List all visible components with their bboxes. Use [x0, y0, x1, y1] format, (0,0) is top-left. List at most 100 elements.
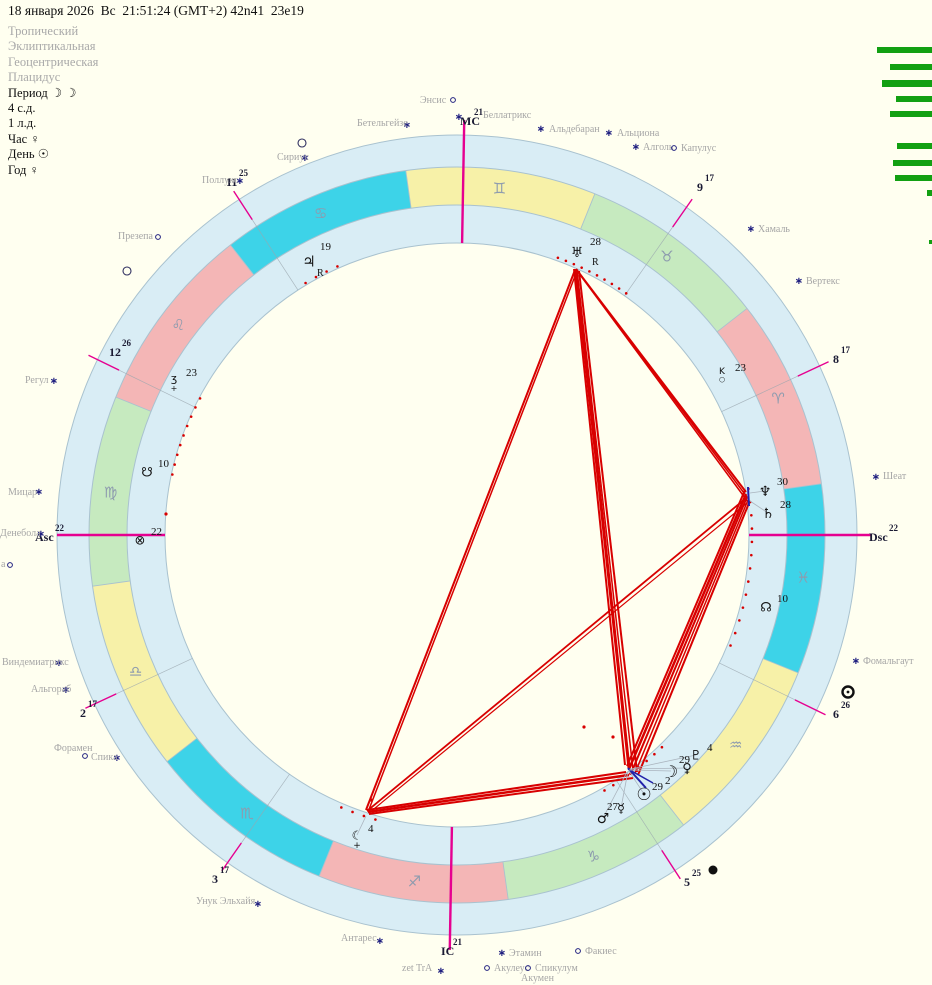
planet-uranus[interactable]: ♅: [571, 245, 584, 261]
aspect-line: [627, 493, 748, 770]
fixed-star-label: Альдебаран: [549, 124, 600, 135]
planet-fortuna[interactable]: ⊗: [135, 534, 146, 549]
planet-glyph-venus[interactable]: ♀: [682, 762, 692, 777]
house-degree-2: 17: [88, 699, 98, 709]
fixed-star-label: Поллукс: [202, 175, 239, 186]
house-degree-12: 26: [122, 338, 132, 348]
fixed-star-label: Спика: [91, 752, 118, 763]
fixed-star-label: а: [1, 559, 6, 570]
planet-mercury[interactable]: ☿: [617, 802, 625, 817]
sign-boundary: [92, 580, 131, 587]
degree-dot: [325, 270, 328, 273]
legend-bar: [890, 64, 932, 70]
planet-glyph-north-node[interactable]: ☊: [760, 601, 772, 616]
fixed-star-label: Акулеус: [494, 963, 530, 974]
degree-dot: [171, 473, 174, 476]
degree-dot: [747, 580, 750, 583]
planet-pluto[interactable]: ♇: [690, 749, 702, 764]
deepsky-object-icon: [297, 138, 307, 148]
degree-dot: [194, 406, 197, 409]
planet-glyph-saturn[interactable]: ♄: [762, 506, 775, 522]
planet-sun[interactable]: ☉: [636, 785, 651, 805]
legend-bar: [877, 47, 932, 53]
house-label-3: 3: [212, 872, 218, 886]
setting-line: Эклиптикальная: [8, 39, 96, 54]
period-line: День ☉: [8, 147, 49, 162]
planet-glyph-south-node[interactable]: ☋: [141, 466, 153, 481]
sign-boundary: [716, 308, 748, 333]
planet-venus[interactable]: ♀: [682, 762, 692, 777]
sign-boundary: [502, 861, 509, 900]
planet-saturn[interactable]: ♄: [762, 506, 775, 522]
fixed-star-label: Бетельгейзе: [357, 118, 408, 129]
planet-glyph-chiron[interactable]: K: [719, 367, 726, 377]
planet-glyph-mercury[interactable]: ☿: [617, 802, 625, 817]
aspect-line-blue: [747, 486, 750, 507]
planet-neptune[interactable]: ♆: [759, 484, 772, 500]
star-icon: ∗: [795, 276, 803, 287]
planet-glyph2-lilith: +: [353, 841, 361, 851]
planet-glyph-pluto[interactable]: ♇: [690, 749, 702, 764]
house-cusp-tick: [221, 842, 242, 872]
degree-dot: [741, 606, 745, 609]
aspect-line: [626, 489, 746, 767]
nebula-icon: [671, 145, 677, 151]
planet-pointer: [602, 771, 628, 819]
planet-glyph-fortuna[interactable]: ⊗: [135, 534, 146, 549]
degree-dot: [182, 434, 185, 437]
planet-glyph-jupiter[interactable]: ♃: [302, 252, 315, 270]
planet-glyph-sun[interactable]: ☉: [636, 785, 651, 805]
aspect-line: [577, 271, 749, 503]
planet-south-node[interactable]: ☋: [141, 466, 153, 481]
fixed-star-label: Альциона: [617, 128, 660, 139]
house-cusp-tick: [233, 190, 253, 221]
fixed-star-label: Беллатрикс: [483, 110, 532, 121]
planet-glyph-lilith[interactable]: ☾: [352, 828, 363, 842]
legend-bar: [927, 190, 932, 196]
planet-chiron[interactable]: K○: [719, 367, 726, 383]
planet-degree-selena: 23: [186, 367, 198, 379]
fixed-star-label: Антарес: [341, 933, 377, 944]
planet-pointer: [620, 770, 629, 809]
degree-dot: [572, 262, 576, 266]
planet-moon[interactable]: ☽: [664, 762, 678, 781]
planet-selena[interactable]: ʒ+: [171, 372, 178, 393]
axis-line-IC: [448, 826, 454, 950]
period-line: 4 с.д.: [8, 101, 36, 116]
star-icon: ∗: [455, 112, 463, 123]
star-icon: ∗: [632, 142, 640, 153]
planet-glyph-uranus[interactable]: ♅: [571, 245, 584, 261]
planet-glyph-moon[interactable]: ☽: [664, 762, 678, 781]
legend-bar: [882, 80, 932, 87]
sign-boundary: [783, 483, 822, 490]
aspect-line: [578, 270, 638, 773]
degree-dot: [314, 275, 318, 279]
star-icon: ∗: [403, 120, 411, 131]
house-label-5: 5: [684, 875, 690, 889]
aspect-line: [368, 777, 634, 815]
fixed-star-label: Презепа: [118, 231, 154, 242]
sign-glyph-libra: ♎: [129, 662, 142, 680]
fixed-star-label: Денебола: [0, 528, 41, 539]
house-label-2: 2: [80, 706, 86, 720]
degree-dot: [362, 814, 366, 818]
degree-dot: [340, 806, 343, 809]
planet-jupiter[interactable]: ♃: [302, 252, 315, 270]
star-icon: ∗: [437, 966, 445, 977]
sign-glyph-leo: ♌: [172, 316, 185, 334]
planet-lilith[interactable]: ☾+: [352, 828, 363, 851]
aspect-line: [574, 268, 631, 769]
planet-glyph-selena[interactable]: ʒ: [171, 372, 177, 385]
degree-dot: [564, 259, 568, 263]
planet-glyph-neptune[interactable]: ♆: [759, 484, 772, 500]
sign-boundary: [166, 737, 198, 762]
house-degree-8: 17: [841, 345, 851, 355]
setting-line: Геоцентрическая: [8, 54, 99, 69]
house-label-Dsc: Dsc: [869, 530, 888, 544]
nebula-icon: [7, 562, 13, 568]
planet-glyph-mars[interactable]: ♂: [597, 811, 610, 827]
degree-dot: [660, 745, 664, 749]
planet-mars[interactable]: ♂: [597, 811, 610, 827]
planet-north-node[interactable]: ☊: [760, 601, 772, 616]
